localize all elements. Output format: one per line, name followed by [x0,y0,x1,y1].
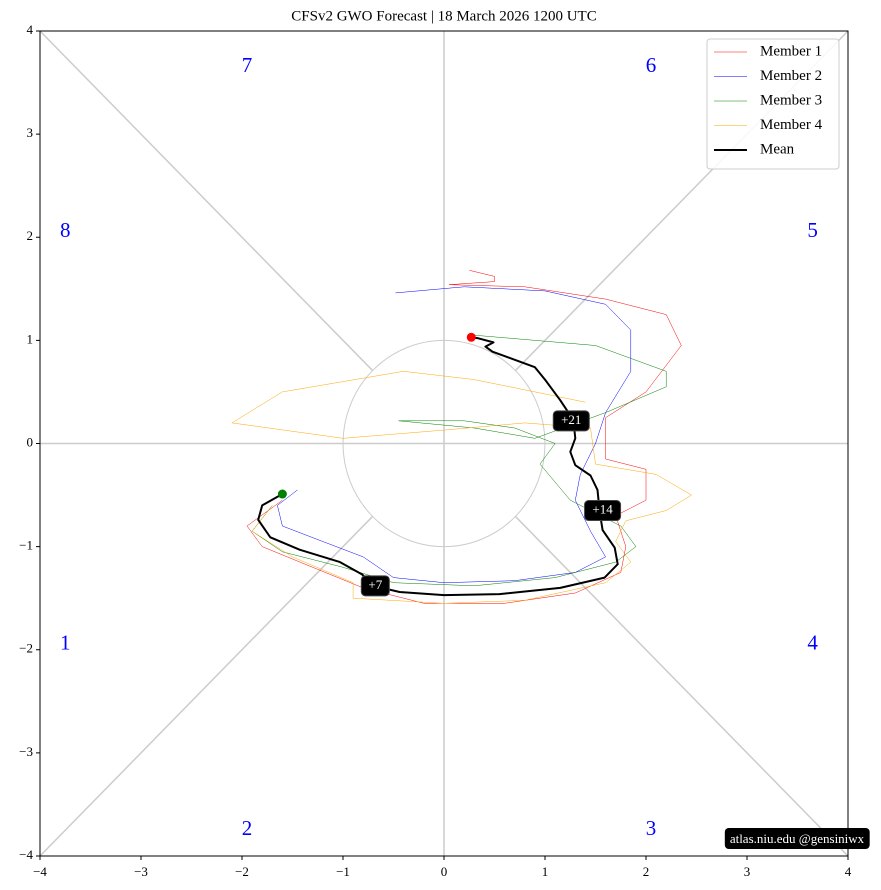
legend-label: Member 1 [760,43,822,59]
y-tick-label: 3 [27,125,34,140]
x-tick-label: 0 [441,864,448,879]
y-tick-label: −3 [19,744,33,759]
phase-label: 1 [60,630,71,654]
legend-label: Member 2 [760,68,822,84]
x-tick-label: −3 [134,864,148,879]
x-tick-label: 4 [845,864,852,879]
y-tick-label: 2 [27,228,34,243]
annotation-box [584,500,622,522]
x-tick-label: −4 [33,864,47,879]
series-line [277,286,632,583]
y-tick-label: −1 [19,538,33,553]
annotation-box [552,410,590,432]
legend-label: Member 3 [760,92,822,108]
unit-circle [342,339,546,548]
series-line [246,270,682,604]
y-tick-label: 4 [27,22,34,37]
x-tick-label: −2 [235,864,249,879]
annotation-box [360,575,390,597]
x-tick-label: 1 [542,864,549,879]
start-marker [277,489,287,499]
diagonal-guide [39,515,374,857]
chart-title: CFSv2 GWO Forecast | 18 March 2026 1200 … [291,8,596,24]
legend-label: Mean [760,141,795,157]
diagonal-guide [514,515,849,857]
legend-label: Member 4 [760,117,823,133]
series-line [231,371,692,604]
x-tick-label: 2 [643,864,650,879]
y-tick-label: −2 [19,641,33,656]
legend-box [706,38,840,170]
annotation-label: +7 [368,577,382,592]
phase-label: 2 [242,816,253,840]
phase-label: 8 [60,218,71,242]
watermark: atlas.niu.edu @gensiniwx [730,831,865,846]
watermark-box [724,827,870,849]
phase-label: 5 [807,218,818,242]
diagonal-guide [39,30,374,372]
end-marker [466,332,476,342]
phase-label: 4 [807,630,818,654]
y-tick-label: 0 [27,434,34,449]
phase-label: 3 [646,816,657,840]
y-tick-label: −4 [19,847,33,862]
phase-label: 6 [646,53,657,77]
series-line [251,334,667,587]
series-line [257,336,619,597]
x-tick-label: 3 [744,864,751,879]
annotation-label: +21 [561,412,581,427]
y-tick-label: 1 [27,331,34,346]
phase-label: 7 [242,53,253,77]
annotation-label: +14 [592,502,613,517]
x-tick-label: −1 [336,864,350,879]
